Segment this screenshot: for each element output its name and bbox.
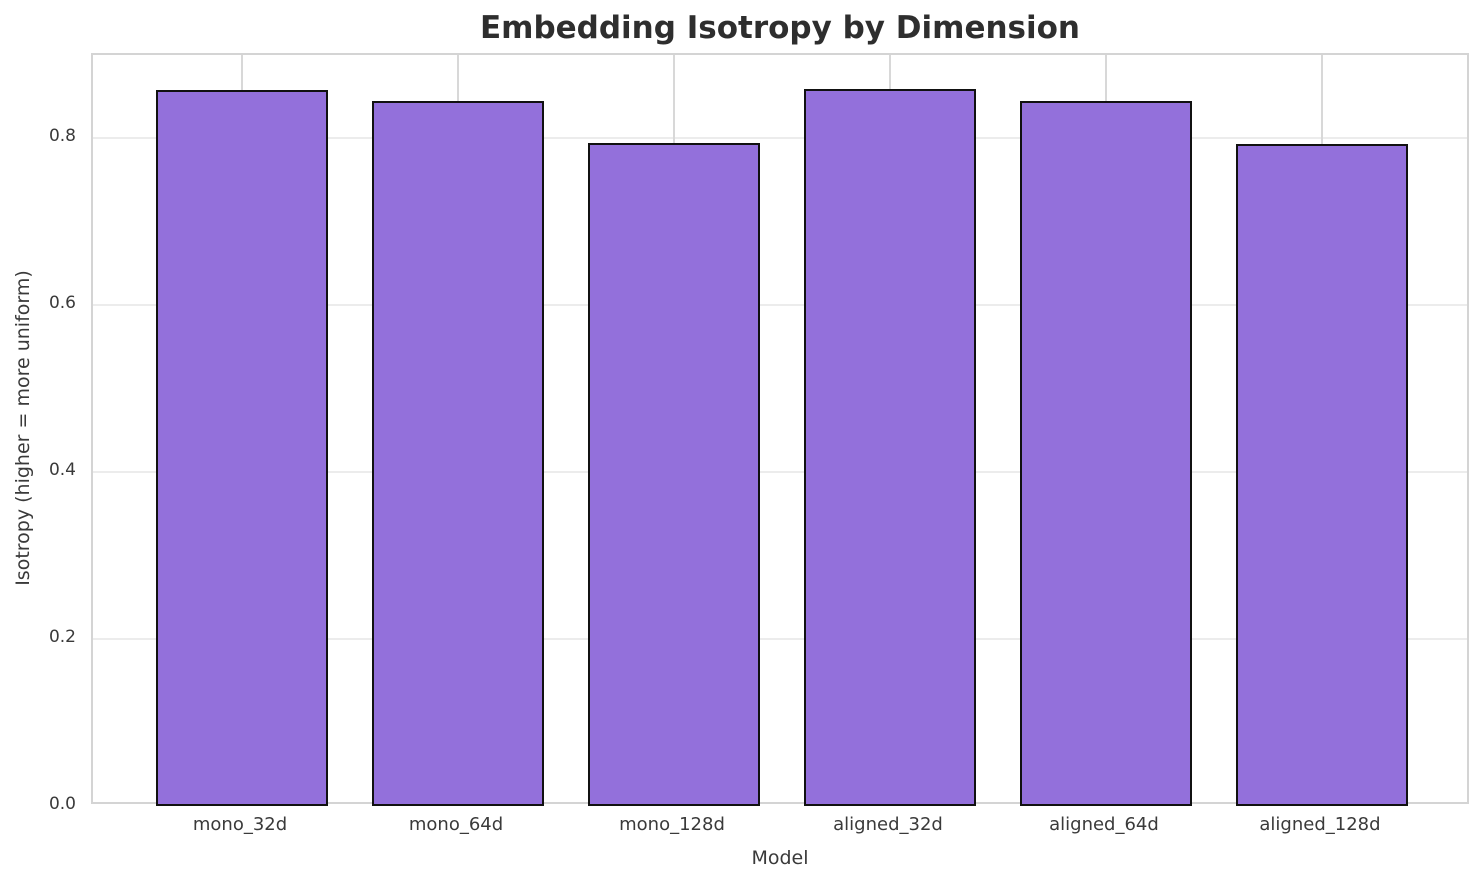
x-axis-label: Model (751, 847, 809, 869)
y-gridline-0.6 (93, 304, 1467, 307)
x-tick-label-aligned_128d: aligned_128d (1259, 814, 1381, 835)
y-tick-label-0.2: 0.2 (48, 627, 76, 648)
bar-mono_64d (371, 100, 545, 806)
bar-aligned_32d (803, 89, 977, 806)
x-tick-label-mono_32d: mono_32d (192, 814, 288, 835)
y-gridline-0.2 (93, 638, 1467, 641)
bar-aligned_64d (1019, 100, 1193, 806)
x-tick-label-mono_128d: mono_128d (619, 814, 725, 835)
bar-aligned_128d (1235, 144, 1409, 806)
y-tick-label-0.4: 0.4 (48, 460, 76, 481)
bar-mono_128d (587, 143, 761, 806)
y-tick-label-0.6: 0.6 (48, 293, 76, 314)
y-axis-label: Isotropy (higher = more uniform) (12, 270, 34, 586)
chart-title: Embedding Isotropy by Dimension (479, 10, 1081, 46)
x-tick-label-mono_64d: mono_64d (408, 814, 504, 835)
x-tick-label-aligned_32d: aligned_32d (833, 814, 943, 835)
x-tick-label-aligned_64d: aligned_64d (1049, 814, 1159, 835)
y-tick-label-0.8: 0.8 (48, 126, 76, 147)
y-gridline-0.4 (93, 471, 1467, 474)
plot-area (91, 53, 1469, 806)
bar-mono_32d (155, 90, 329, 806)
y-tick-label-0.0: 0.0 (48, 794, 76, 814)
y-gridline-0.8 (93, 137, 1467, 140)
